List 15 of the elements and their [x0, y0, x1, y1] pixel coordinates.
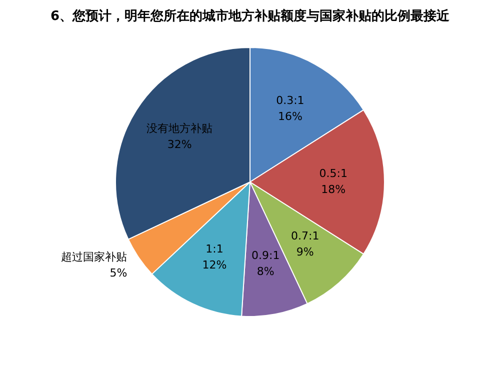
data-label: 32%: [167, 138, 192, 152]
data-label: 8%: [256, 264, 274, 278]
slice-label: 0.9:1: [252, 248, 280, 262]
slice-label: 0.7:1: [291, 229, 320, 242]
data-label: 12%: [202, 258, 227, 272]
data-label: 16%: [278, 110, 302, 123]
data-label: 18%: [321, 182, 346, 196]
slice-label: 0.5:1: [319, 166, 348, 180]
chart-title: 6、您预计，明年您所在的城市地方补贴额度与国家补贴的比例最接近: [49, 8, 451, 26]
slice-label: 1:1: [206, 242, 224, 256]
slice-label: 没有地方补贴: [146, 122, 213, 136]
slice-label: 超过国家补贴: [61, 250, 128, 264]
slice-label: 0.3:1: [276, 94, 304, 107]
data-label: 5%: [110, 266, 128, 280]
data-label: 9%: [296, 245, 314, 258]
